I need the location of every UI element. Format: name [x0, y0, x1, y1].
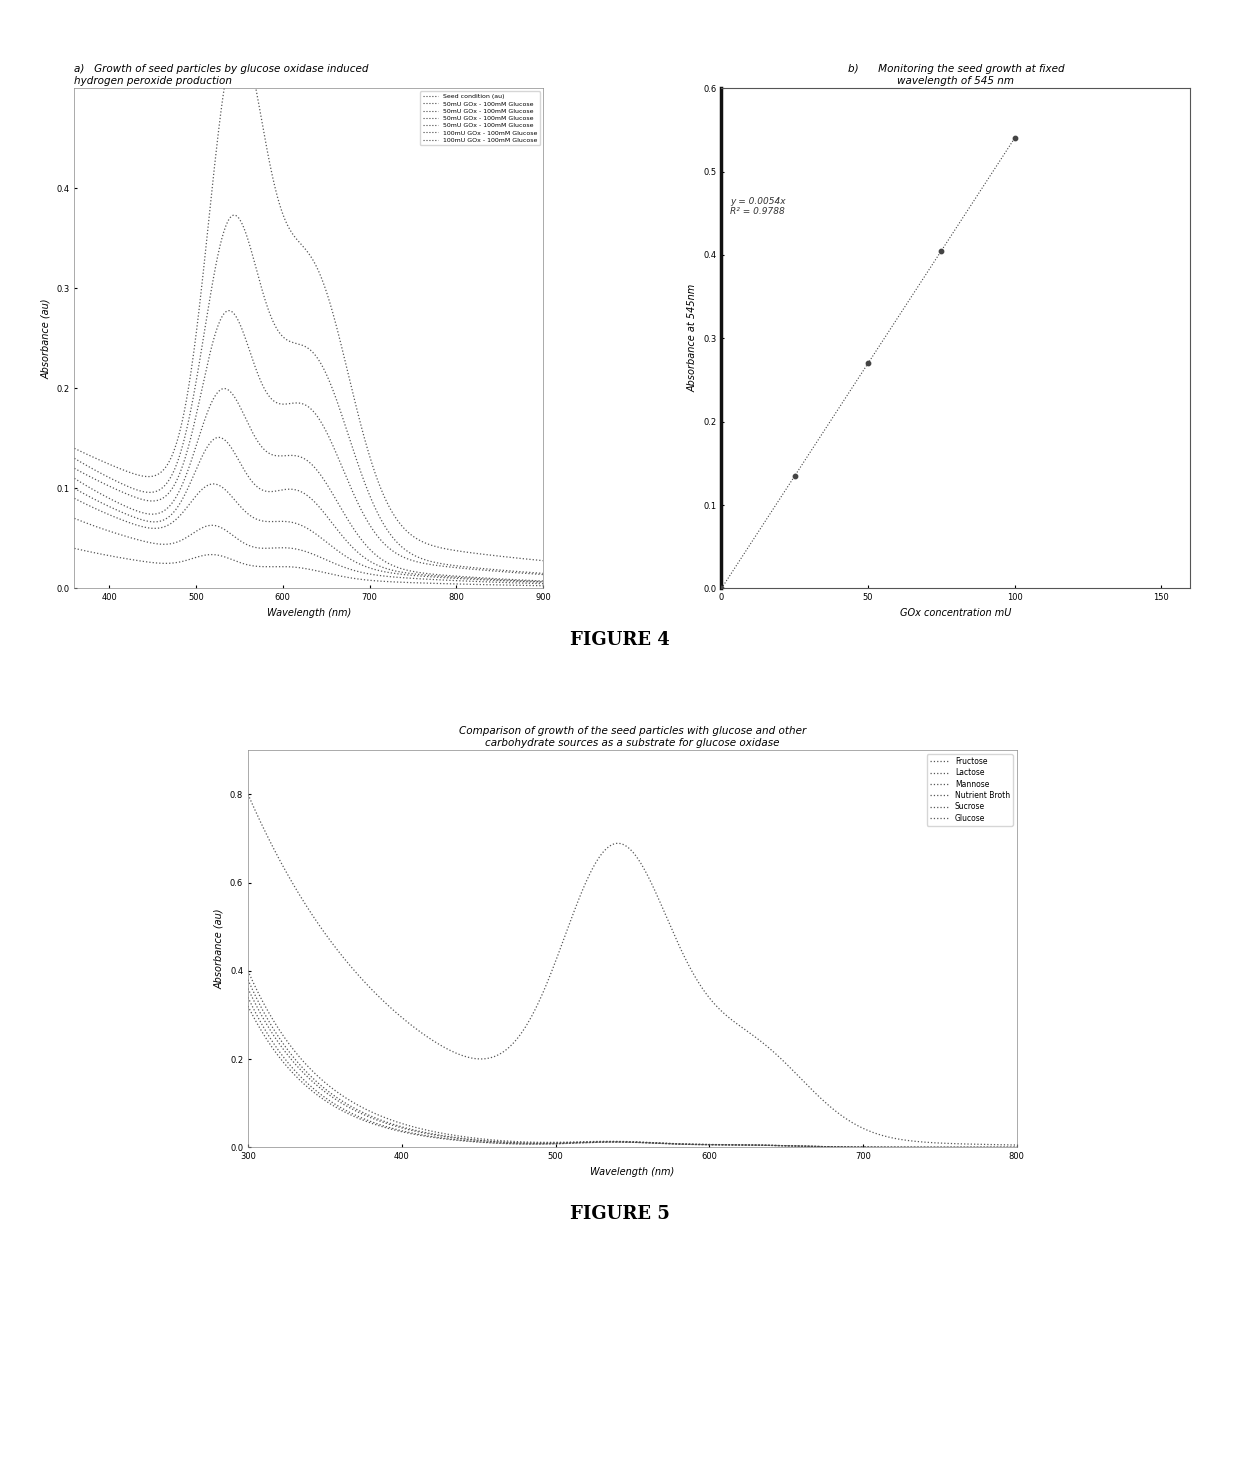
- Glucose: [377, 993, 392, 1011]
- Lactose: [754, 1136, 769, 1153]
- Glucose: [241, 786, 255, 803]
- X-axis label: Wavelength (nm): Wavelength (nm): [267, 608, 351, 618]
- Fructose: [241, 962, 255, 980]
- Sucrose: [693, 1136, 708, 1153]
- Nutrient Broth: [1009, 1139, 1024, 1156]
- Nutrient Broth: [438, 1130, 453, 1147]
- Fructose: [438, 1125, 453, 1143]
- Mannose: [693, 1136, 708, 1153]
- Fructose: [754, 1136, 769, 1153]
- Text: FIGURE 4: FIGURE 4: [570, 631, 670, 649]
- Sucrose: [377, 1118, 392, 1136]
- Sucrose: [438, 1130, 453, 1147]
- Lactose: [1009, 1139, 1024, 1156]
- X-axis label: Wavelength (nm): Wavelength (nm): [590, 1167, 675, 1177]
- Mannose: [438, 1128, 453, 1146]
- Point: [1004, 127, 1024, 150]
- Lactose: [820, 1139, 835, 1156]
- Lactose: [241, 971, 255, 989]
- Line: Glucose: Glucose: [248, 794, 1017, 1144]
- Line: Mannose: Mannose: [248, 989, 1017, 1147]
- Nutrient Broth: [693, 1136, 708, 1153]
- Mannose: [820, 1139, 835, 1156]
- Title: Comparison of growth of the seed particles with glucose and other
carbohydrate s: Comparison of growth of the seed particl…: [459, 727, 806, 749]
- Legend: Seed condition (au), 50mU GOx - 100mM Glucose, 50mU GOx - 100mM Glucose, 50mU GO: Seed condition (au), 50mU GOx - 100mM Gl…: [420, 91, 541, 146]
- Mannose: [1009, 1139, 1024, 1156]
- Nutrient Broth: [754, 1137, 769, 1155]
- Sucrose: [1009, 1139, 1024, 1156]
- Fructose: [1009, 1139, 1024, 1156]
- Mannose: [589, 1133, 604, 1150]
- Line: Fructose: Fructose: [248, 971, 1017, 1147]
- Lactose: [377, 1112, 392, 1130]
- Sucrose: [754, 1137, 769, 1155]
- Sucrose: [241, 997, 255, 1015]
- Point: [712, 577, 732, 600]
- Sucrose: [820, 1139, 835, 1156]
- Point: [858, 352, 878, 375]
- Line: Sucrose: Sucrose: [248, 1006, 1017, 1147]
- Fructose: [589, 1133, 604, 1150]
- Y-axis label: Absorbance at 545nm: Absorbance at 545nm: [688, 284, 698, 393]
- Nutrient Broth: [820, 1139, 835, 1156]
- Mannose: [377, 1114, 392, 1131]
- Fructose: [820, 1139, 835, 1156]
- Nutrient Broth: [241, 989, 255, 1006]
- Mannose: [241, 980, 255, 997]
- Line: Nutrient Broth: Nutrient Broth: [248, 997, 1017, 1147]
- Glucose: [438, 1040, 453, 1058]
- Point: [931, 238, 951, 262]
- Line: Lactose: Lactose: [248, 980, 1017, 1147]
- Lactose: [438, 1127, 453, 1144]
- Nutrient Broth: [377, 1116, 392, 1134]
- Legend: Fructose, Lactose, Mannose, Nutrient Broth, Sucrose, Glucose: Fructose, Lactose, Mannose, Nutrient Bro…: [926, 755, 1013, 825]
- Lactose: [589, 1133, 604, 1150]
- Glucose: [589, 853, 604, 871]
- Glucose: [693, 978, 708, 996]
- Text: y = 0.0054x
R² = 0.9788: y = 0.0054x R² = 0.9788: [730, 197, 786, 216]
- Title: b)      Monitoring the seed growth at fixed
wavelength of 545 nm: b) Monitoring the seed growth at fixed w…: [848, 65, 1064, 87]
- Sucrose: [589, 1134, 604, 1152]
- Fructose: [693, 1136, 708, 1153]
- Fructose: [377, 1109, 392, 1127]
- Text: FIGURE 5: FIGURE 5: [570, 1205, 670, 1222]
- Glucose: [1009, 1136, 1024, 1153]
- Lactose: [693, 1136, 708, 1153]
- X-axis label: GOx concentration mU: GOx concentration mU: [900, 608, 1012, 618]
- Mannose: [754, 1136, 769, 1153]
- Y-axis label: Absorbance (au): Absorbance (au): [41, 299, 51, 378]
- Point: [785, 465, 805, 488]
- Nutrient Broth: [589, 1134, 604, 1152]
- Glucose: [754, 1033, 769, 1050]
- Glucose: [820, 1094, 835, 1112]
- Y-axis label: Absorbance (au): Absorbance (au): [215, 909, 224, 989]
- Text: a)   Growth of seed particles by glucose oxidase induced
hydrogen peroxide produ: a) Growth of seed particles by glucose o…: [74, 65, 370, 87]
